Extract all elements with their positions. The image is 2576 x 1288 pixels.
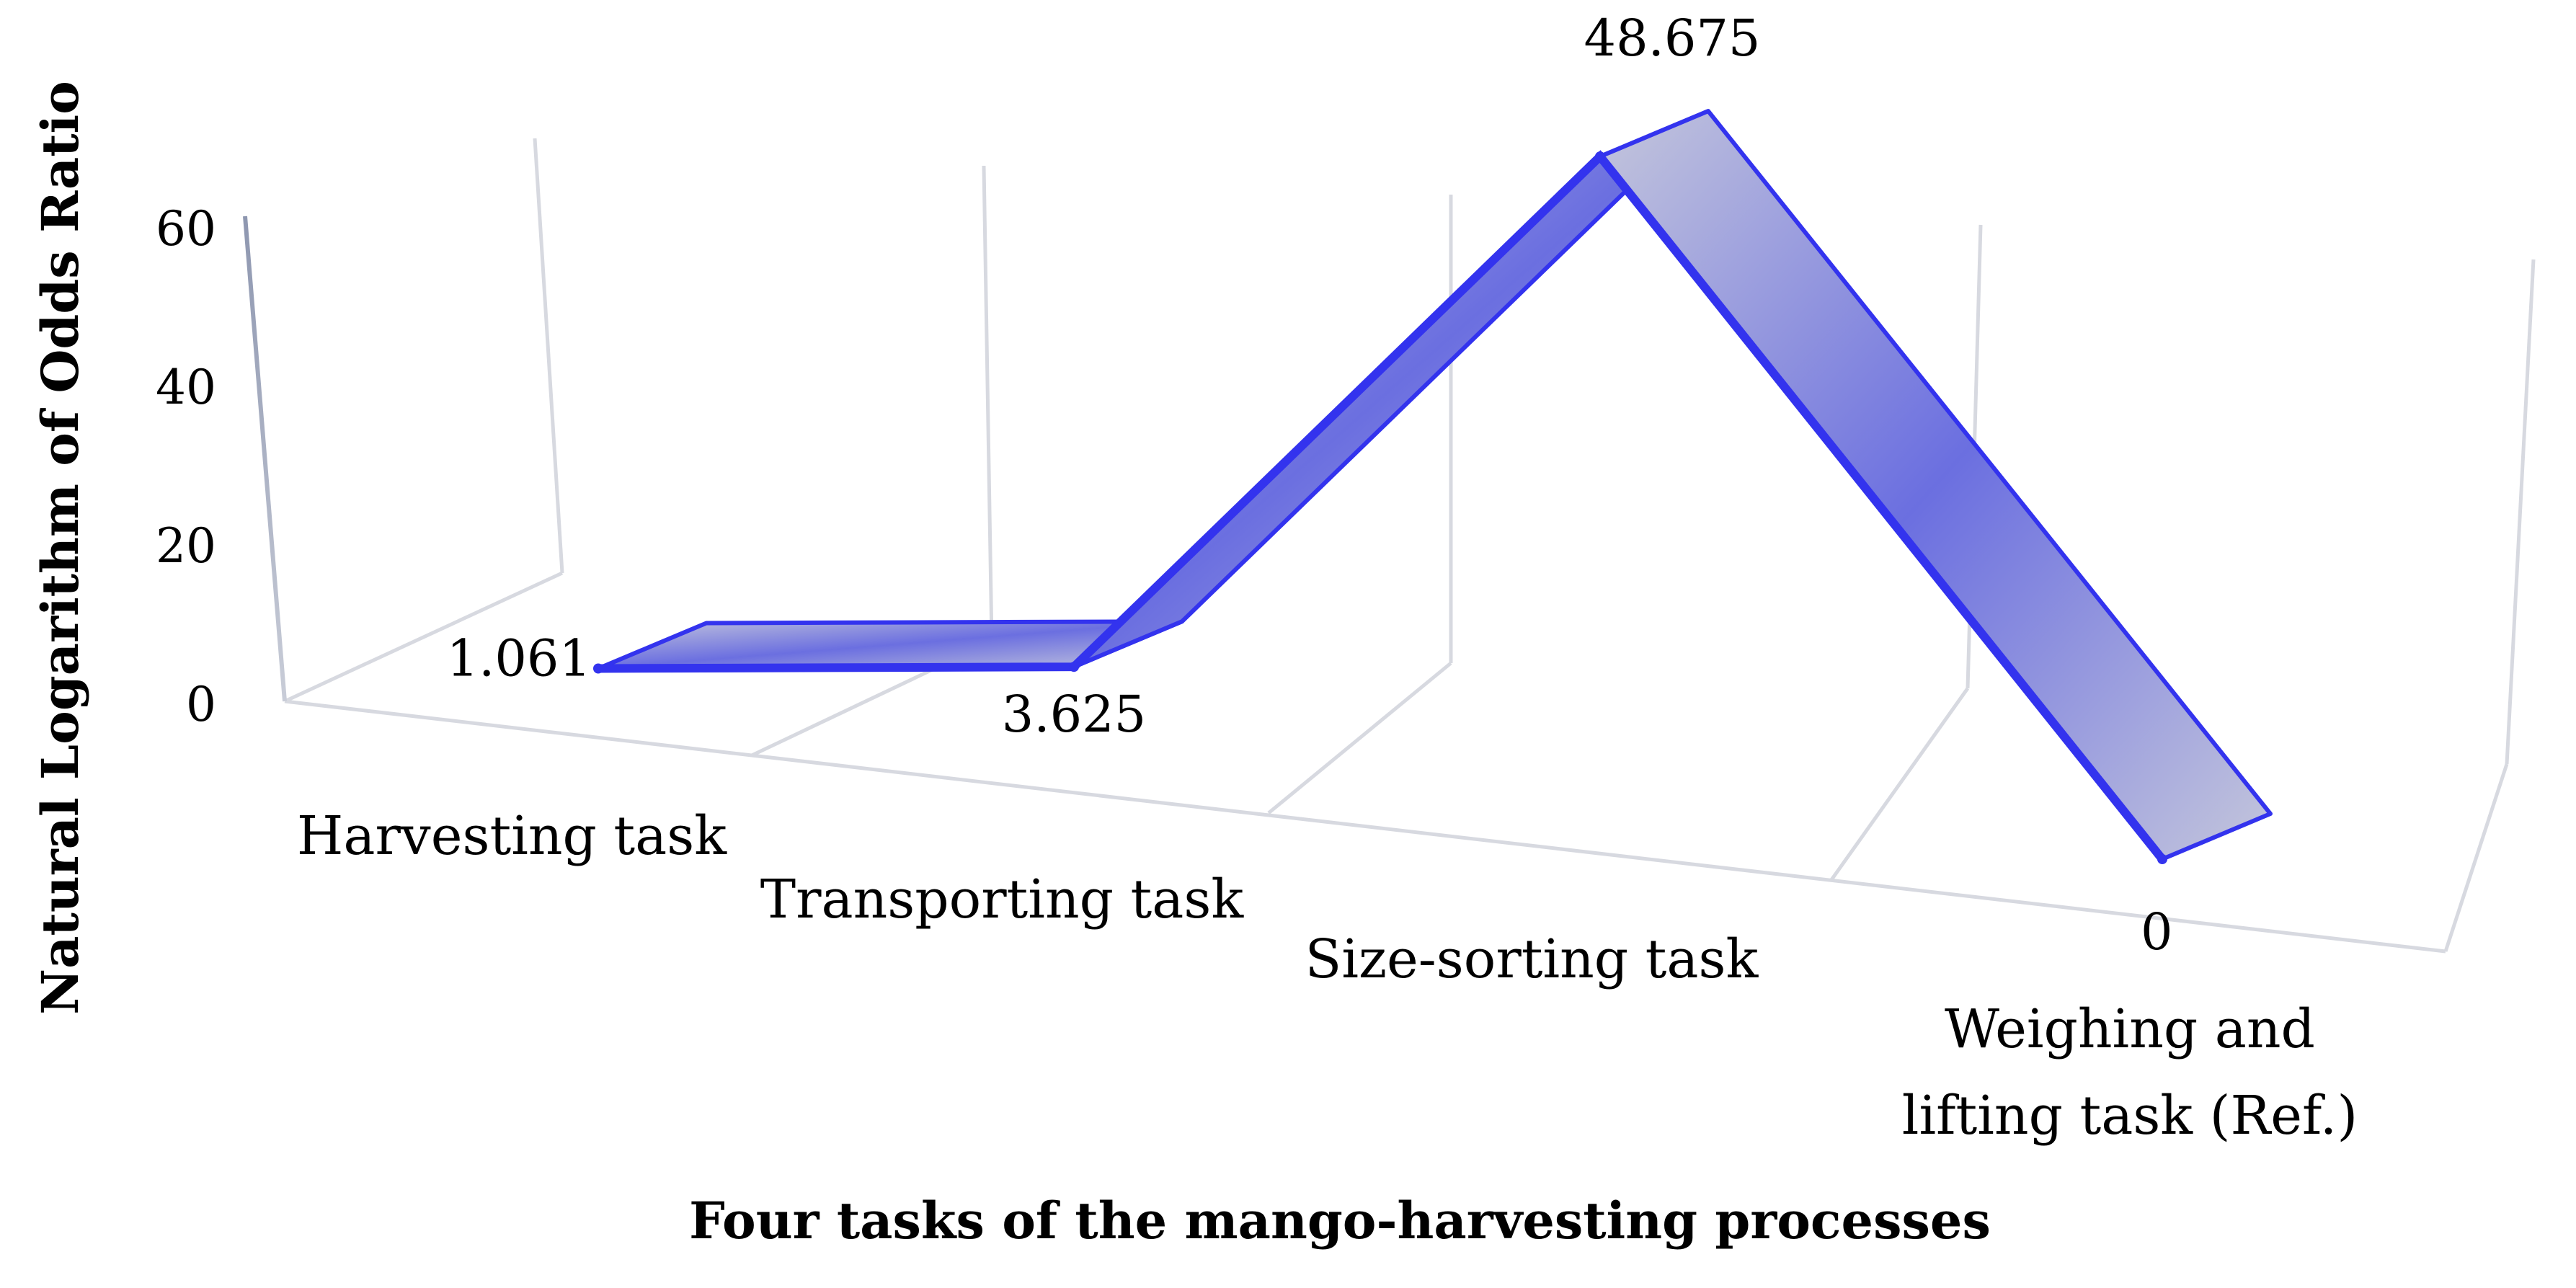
series-line [594, 150, 2167, 863]
data-point [593, 663, 603, 674]
back-vertical-1 [533, 138, 564, 574]
x-axis-title: Four tasks of the mango-harvesting proce… [689, 1191, 1991, 1251]
y-axis-title: Natural Logarithm of Odds Ratio [30, 81, 90, 1015]
floor-front-line [284, 699, 2446, 954]
floor-separator-2 [1267, 662, 1452, 814]
ribbon-panel [1598, 109, 2273, 861]
category-label: Weighing and lifting task (Ref.) [1902, 998, 2358, 1147]
floor-left-line [283, 571, 564, 703]
y-tick-label: 60 [156, 201, 216, 257]
category-label: Size-sorting task [1305, 928, 1759, 990]
back-vertical-2 [982, 165, 994, 642]
y-tick-label: 0 [186, 677, 216, 732]
data-point [2157, 854, 2167, 864]
right-wall-bottom [2443, 763, 2509, 952]
category-labels: Harvesting task Transporting task Size-sor… [297, 805, 2358, 1147]
category-label: Transporting task [760, 869, 1245, 931]
data-label: 1.061 [447, 629, 591, 688]
data-labels: 1.061 3.625 48.675 0 [447, 9, 2173, 961]
ribbon-panel [1072, 109, 1710, 670]
data-label: 48.675 [1584, 9, 1761, 68]
floor-separator-3 [1829, 687, 1970, 882]
data-point [1595, 151, 1605, 162]
category-label: Harvesting task [297, 805, 727, 867]
z-axis-line [243, 216, 287, 702]
ribbon-series [593, 109, 2273, 864]
data-label: 0 [2141, 902, 2173, 961]
y-tick-label: 20 [156, 518, 216, 574]
y-tick-labels: 0 20 40 60 [156, 201, 216, 732]
right-wall-vertical [2505, 259, 2536, 765]
data-label: 3.625 [1002, 685, 1146, 744]
data-point [1069, 662, 1079, 672]
y-tick-label: 40 [156, 360, 216, 415]
